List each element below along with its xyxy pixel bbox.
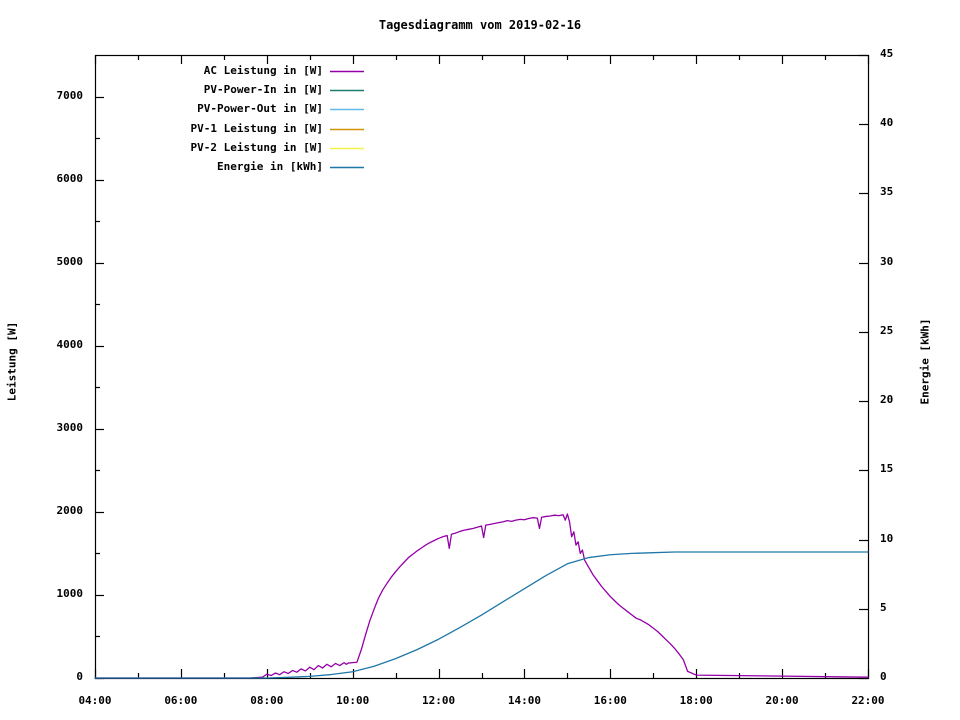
- legend-item-label: Energie in [kWh]: [217, 159, 323, 173]
- y-axis-left-tick-label: 0: [76, 670, 83, 683]
- y-axis-right-tick-label: 20: [880, 393, 894, 407]
- x-axis-tick-label: 14:00: [507, 694, 541, 707]
- legend-item-label: PV-Power-In in [W]: [203, 82, 323, 96]
- y-axis-left-tick-label: 3000: [56, 420, 84, 434]
- legend-item-label: PV-1 Leistung in [W]: [190, 121, 323, 135]
- x-axis-tick-label: 18:00: [679, 694, 713, 707]
- legend-item-label: PV-Power-Out in [W]: [197, 101, 323, 115]
- y-axis-right-tick-label: 0: [880, 670, 887, 683]
- y-axis-left-tick-label: 5000: [56, 254, 84, 268]
- x-axis-tick-label: 06:00: [164, 694, 198, 707]
- y-axis-left-tick-label: 4000: [56, 337, 84, 351]
- y-axis-right-tick-label: 40: [880, 116, 894, 130]
- y-axis-left-tick-label: 2000: [56, 503, 84, 517]
- y-axis-right-tick-label: 15: [880, 462, 894, 476]
- y-axis-right-tick-label: 45: [880, 47, 894, 60]
- series-line: [94, 513, 869, 679]
- y-axis-left-tick-label: 1000: [56, 586, 84, 600]
- y-axis-left-tick-label: 7000: [56, 88, 84, 102]
- y-axis-left-tick-label: 6000: [56, 171, 84, 185]
- y-axis-right-tick-label: 25: [880, 323, 894, 337]
- x-axis-tick-label: 16:00: [593, 694, 627, 707]
- legend-item-label: PV-2 Leistung in [W]: [190, 140, 323, 154]
- x-axis-tick-label: 12:00: [421, 694, 456, 707]
- legend-item-label: AC Leistung in [W]: [203, 63, 323, 77]
- x-axis-tick-label: 04:00: [78, 694, 112, 707]
- x-axis-tick-label: 22:00: [851, 694, 885, 707]
- data-series-group: [94, 513, 869, 679]
- y-axis-right-tick-label: 35: [880, 185, 894, 199]
- x-axis-tick-label: 08:00: [250, 694, 284, 707]
- y-axis-right-tick-label: 30: [880, 254, 894, 268]
- x-axis-tick-label: 20:00: [765, 694, 799, 707]
- chart-title: Tagesdiagramm vom 2019-02-16: [378, 18, 582, 32]
- x-axis-tick-label: 10:00: [336, 694, 370, 707]
- series-line: [94, 551, 869, 679]
- y-axis-right-tick-label: 5: [880, 600, 887, 614]
- y-axis-right-tick-label: 10: [880, 531, 894, 545]
- legend-sample-lines: [330, 70, 364, 169]
